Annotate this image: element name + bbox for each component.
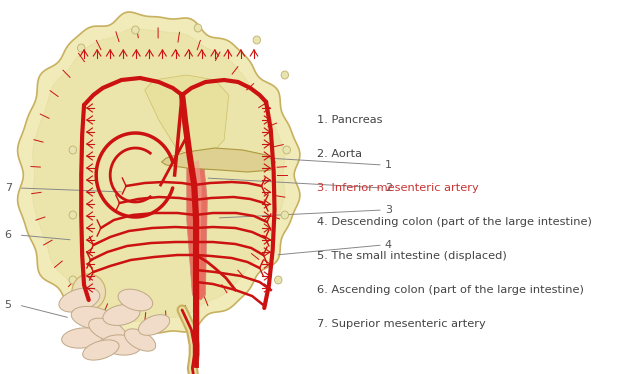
Text: 3. Inferior mesenteric artery: 3. Inferior mesenteric artery: [317, 183, 479, 193]
Circle shape: [194, 24, 202, 32]
Text: 2: 2: [385, 183, 392, 193]
Text: 1: 1: [385, 160, 392, 170]
Text: 7: 7: [4, 183, 12, 193]
Ellipse shape: [59, 288, 100, 312]
Text: 2. Aorta: 2. Aorta: [317, 149, 362, 159]
Ellipse shape: [61, 328, 102, 348]
Circle shape: [132, 26, 139, 34]
Polygon shape: [194, 160, 202, 285]
Circle shape: [72, 274, 106, 310]
Circle shape: [69, 211, 77, 219]
Polygon shape: [33, 28, 285, 322]
Circle shape: [275, 276, 282, 284]
Circle shape: [281, 71, 289, 79]
Text: 7. Superior mesenteric artery: 7. Superior mesenteric artery: [317, 319, 486, 329]
Ellipse shape: [118, 289, 153, 311]
Ellipse shape: [103, 304, 140, 325]
Ellipse shape: [83, 340, 119, 360]
Polygon shape: [187, 158, 207, 300]
Circle shape: [253, 36, 260, 44]
Ellipse shape: [89, 318, 126, 342]
Text: 5: 5: [4, 300, 12, 310]
Text: 1. Pancreas: 1. Pancreas: [317, 115, 383, 125]
Text: 3: 3: [385, 205, 392, 215]
Text: 5. The small intestine (displaced): 5. The small intestine (displaced): [317, 251, 508, 261]
Text: 6: 6: [4, 230, 12, 240]
Ellipse shape: [138, 315, 170, 335]
Circle shape: [77, 44, 85, 52]
Circle shape: [281, 211, 289, 219]
Circle shape: [69, 146, 77, 154]
Circle shape: [283, 146, 291, 154]
Text: 4. Descending colon (part of the large intestine): 4. Descending colon (part of the large i…: [317, 217, 593, 227]
Polygon shape: [17, 12, 300, 338]
Text: 6. Ascending colon (part of the large intestine): 6. Ascending colon (part of the large in…: [317, 285, 584, 295]
Polygon shape: [161, 148, 275, 172]
Circle shape: [69, 276, 77, 284]
Polygon shape: [145, 75, 228, 160]
Ellipse shape: [124, 329, 156, 351]
Text: 4: 4: [385, 240, 392, 250]
Ellipse shape: [71, 306, 116, 329]
Ellipse shape: [102, 335, 141, 355]
